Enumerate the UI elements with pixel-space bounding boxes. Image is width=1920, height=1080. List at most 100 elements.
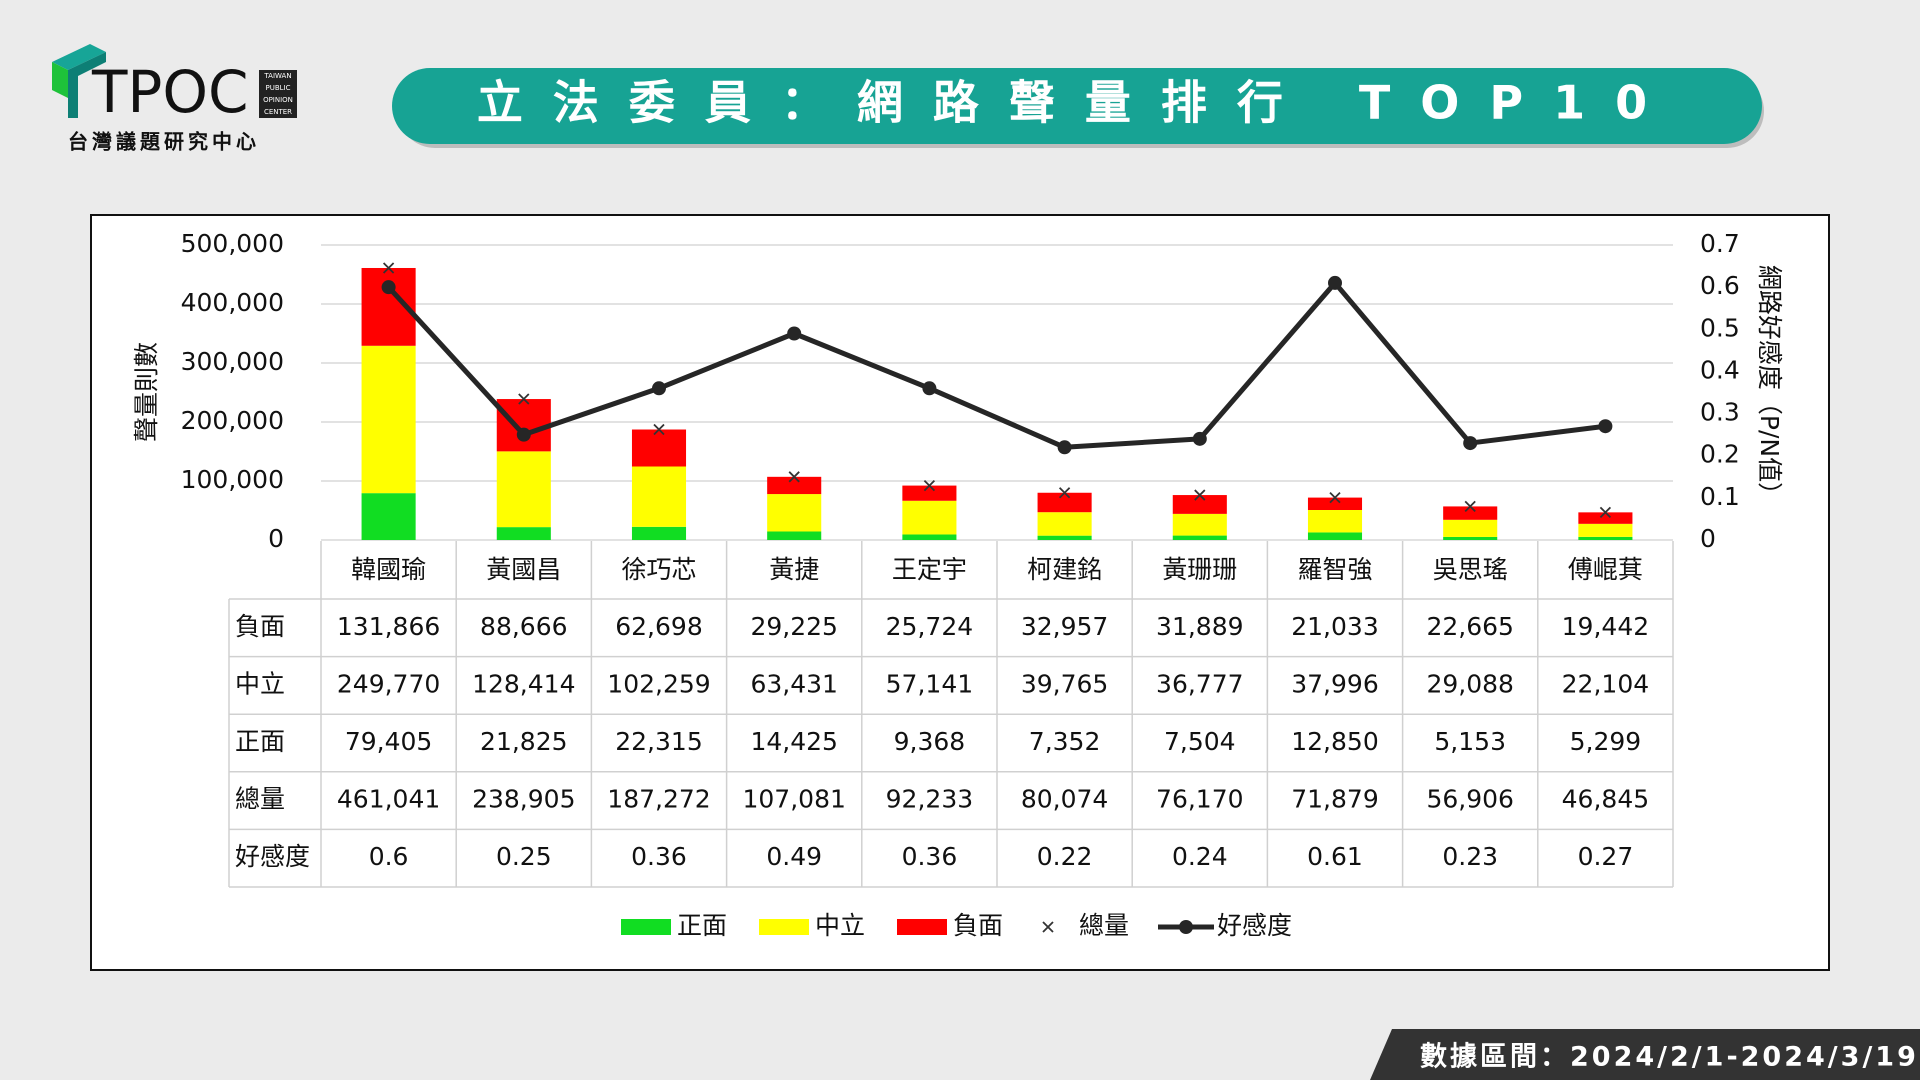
total-marker: [1599, 506, 1612, 518]
y2-tick-label: 0.4: [1700, 355, 1740, 384]
y2-axis-title: 網路好感度（P/N值）: [1755, 265, 1784, 507]
bar-segment: [767, 476, 822, 495]
total-marker: [518, 393, 530, 405]
bar-segment: [1578, 512, 1633, 524]
footer-band: [1370, 1029, 1920, 1080]
bar-segment: [1172, 513, 1227, 536]
bar-segment: [361, 493, 416, 540]
table-cell: 0.49: [766, 842, 822, 871]
table-cell: 37,996: [1291, 669, 1378, 698]
bar-segment: [1307, 532, 1363, 540]
total-marker: [788, 471, 800, 483]
bar-segment: [631, 466, 687, 527]
x-tick-label: 黃國昌: [486, 555, 561, 584]
x-tick-label: 柯建銘: [1027, 555, 1102, 584]
logo-name: TPOC: [91, 58, 249, 126]
bar-segment: [902, 534, 957, 540]
line-point: [787, 326, 802, 341]
table-cell: 56,906: [1426, 785, 1513, 814]
line-point: [1328, 275, 1342, 290]
table-cell: 80,074: [1021, 785, 1108, 814]
table-cell: 107,081: [743, 785, 846, 814]
table-cell: 79,405: [345, 727, 432, 756]
bar-segment: [1037, 492, 1092, 513]
total-marker: [1194, 489, 1206, 501]
legend-swatch: [621, 919, 671, 935]
legend-label: 總量: [1079, 911, 1129, 940]
table-cell: 0.23: [1442, 842, 1498, 871]
table-cell: 32,957: [1021, 612, 1108, 641]
table-cell: 0.36: [902, 842, 958, 871]
logo-shape: [68, 52, 106, 118]
table-cell: 249,770: [337, 669, 440, 698]
title-pill: [392, 68, 1762, 144]
logo: TPOC TAIWAN PUBLIC OPINION CENTER 台灣議題研究…: [52, 44, 297, 154]
x-tick-label: 吳思瑤: [1433, 555, 1508, 584]
x-tick-label: 黃珊珊: [1162, 555, 1237, 584]
table-cell: 39,765: [1021, 669, 1108, 698]
chart-frame: [90, 214, 1830, 971]
x-tick-label: 韓國瑜: [351, 555, 426, 584]
table-row-label: 負面: [235, 612, 285, 641]
table-cell: 461,041: [337, 785, 440, 814]
table-cell: 22,104: [1562, 669, 1649, 698]
bar-segment: [1307, 497, 1363, 511]
table-cell: 29,225: [750, 612, 837, 641]
bar-segment: [767, 531, 822, 540]
bar-segment: [902, 485, 957, 501]
table-cell: 187,272: [607, 785, 710, 814]
y-tick-label: 400,000: [181, 288, 284, 317]
table-cell: 36,777: [1156, 669, 1243, 698]
table-cell: 19,442: [1562, 612, 1649, 641]
footer-text: 數據區間：2024/2/1-2024/3/19: [1420, 1042, 1919, 1073]
line-point: [1598, 419, 1613, 434]
y2-tick-label: 0: [1700, 524, 1716, 553]
bar-segment: [1037, 512, 1092, 536]
table-cell: 5,299: [1570, 727, 1642, 756]
table-cell: 76,170: [1156, 785, 1243, 814]
legend-label: 負面: [953, 911, 1003, 940]
table-cell: 22,665: [1426, 612, 1513, 641]
bar-segment: [1172, 495, 1227, 514]
x-tick-label: 傅崐萁: [1568, 555, 1643, 584]
table-cell: 62,698: [615, 612, 702, 641]
bar-segment: [361, 345, 416, 494]
legend-swatch: [897, 919, 947, 935]
table-cell: 31,889: [1156, 612, 1243, 641]
y-tick-label: 100,000: [181, 465, 284, 494]
legend-swatch: [1042, 921, 1054, 933]
table-cell: 21,825: [480, 727, 567, 756]
table-cell: 0.27: [1578, 842, 1634, 871]
bar-segment: [631, 526, 687, 540]
table-cell: 7,352: [1029, 727, 1101, 756]
bar-segment: [496, 527, 551, 540]
logo-tagline: OPINION: [263, 96, 293, 104]
bar-segment: [1443, 536, 1498, 540]
chart-title: 立法委員：網路聲量排行 TOP10: [477, 76, 1677, 130]
total-marker: [653, 423, 665, 436]
y-tick-label: 300,000: [181, 347, 284, 376]
line-point: [922, 381, 937, 396]
table-cell: 0.24: [1172, 842, 1228, 871]
legend-swatch: [1179, 920, 1193, 934]
table-cell: 102,259: [607, 669, 710, 698]
table-cell: 63,431: [750, 669, 837, 698]
x-tick-label: 羅智強: [1297, 555, 1372, 584]
table-cell: 0.25: [496, 842, 552, 871]
table-cell: 9,368: [894, 727, 966, 756]
total-marker: [1058, 487, 1071, 499]
bar-segment: [1578, 523, 1633, 537]
line-point: [381, 280, 396, 295]
line: [386, 280, 1606, 450]
bar-segment: [902, 500, 957, 535]
table-cell: 5,153: [1434, 727, 1506, 756]
y2-tick-label: 0.3: [1700, 398, 1740, 427]
table-row-label: 中立: [235, 669, 285, 698]
y2-tick-label: 0.5: [1700, 313, 1740, 342]
y-axis-title: 聲量則數: [132, 342, 161, 442]
logo-tagline: CENTER: [264, 108, 292, 116]
table-cell: 7,504: [1164, 727, 1236, 756]
table-cell: 92,233: [886, 785, 973, 814]
